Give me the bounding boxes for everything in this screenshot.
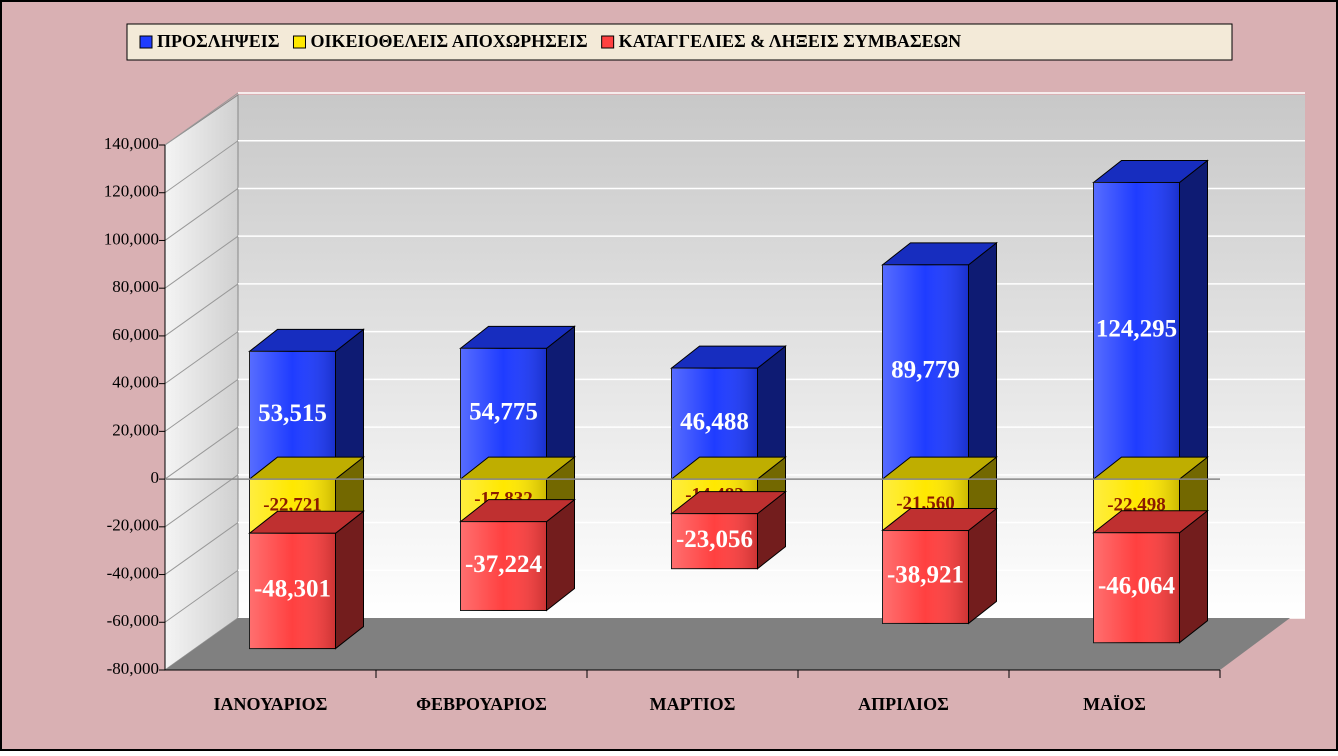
y-tick-label: 20,000 xyxy=(112,420,159,439)
y-tick-label: 60,000 xyxy=(112,325,159,344)
grid-line-side xyxy=(164,522,239,575)
x-tick-label: ΜΑΪΟΣ xyxy=(1083,694,1146,714)
value-label: -37,224 xyxy=(465,551,543,578)
grid-line-side xyxy=(164,426,239,480)
bar-shade xyxy=(460,521,547,611)
value-label: -22,721 xyxy=(263,495,322,516)
x-tick-label: ΦΕΒΡΟΥΑΡΙΟΣ xyxy=(416,694,547,714)
legend-label: ΠΡΟΣΛΗΨΕΙΣ xyxy=(157,31,279,51)
value-label: -38,921 xyxy=(887,562,964,589)
y-tick-label: -20,000 xyxy=(107,516,159,535)
value-label: 89,779 xyxy=(891,357,960,384)
x-tick-label: ΑΠΡΙΛΙΟΣ xyxy=(858,694,949,714)
bar-shade xyxy=(1093,182,1180,480)
y-tick-label: -40,000 xyxy=(107,563,159,582)
grid-line-side xyxy=(164,474,239,528)
value-label: 53,515 xyxy=(258,400,327,427)
bar-side xyxy=(335,510,364,650)
x-tick-label: ΙΑΝΟΥΑΡΙΟΣ xyxy=(214,694,328,714)
bar-side xyxy=(968,241,997,481)
value-label: -22,498 xyxy=(1107,494,1166,515)
value-label: 54,775 xyxy=(469,398,538,425)
bar-side xyxy=(1179,159,1208,481)
legend xyxy=(126,23,1233,61)
legend-label: ΚΑΤΑΓΓΕΛΙΕΣ & ΛΗΞΕΙΣ ΣΥΜΒΑΣΕΩΝ xyxy=(619,31,961,51)
grid-line-side xyxy=(164,188,239,241)
value-label: -23,056 xyxy=(676,526,753,553)
legend-swatch xyxy=(601,35,615,49)
y-tick-label: 140,000 xyxy=(104,134,159,153)
side-wall xyxy=(164,94,239,671)
y-tick-label: 40,000 xyxy=(112,373,159,392)
legend-swatch xyxy=(139,35,153,49)
y-tick-label: 0 xyxy=(151,468,160,487)
value-label: 124,295 xyxy=(1096,316,1177,343)
bar-shade xyxy=(882,530,969,624)
floor xyxy=(165,618,1290,670)
y-tick-label: 120,000 xyxy=(104,182,159,201)
bar-side xyxy=(1179,509,1208,644)
grid-line-side xyxy=(164,331,239,385)
y-tick-label: -60,000 xyxy=(107,611,159,630)
y-tick-label: -80,000 xyxy=(107,659,159,678)
value-label: -46,064 xyxy=(1098,572,1176,599)
y-tick-label: 80,000 xyxy=(112,277,159,296)
grid-line-side xyxy=(164,140,239,194)
bar-shade xyxy=(882,264,969,480)
grid-line-side xyxy=(164,569,239,623)
bar-shade xyxy=(1093,532,1180,643)
value-label: 46,488 xyxy=(680,408,749,435)
legend-swatch xyxy=(292,35,306,49)
grid-line-side xyxy=(164,283,239,337)
value-label: -48,301 xyxy=(254,576,331,603)
grid-line-side xyxy=(164,235,239,289)
bar-shade xyxy=(671,513,758,569)
legend-label: ΟΙΚΕΙΟΘΕΛΕΙΣ ΑΠΟΧΩΡΗΣΕΙΣ xyxy=(310,31,587,51)
x-tick-label: ΜΑΡΤΙΟΣ xyxy=(650,694,736,714)
grid-line-side xyxy=(164,92,239,146)
bar-shade xyxy=(249,533,336,649)
bar-side xyxy=(546,325,575,481)
grid-line-side xyxy=(164,378,239,432)
y-tick-label: 100,000 xyxy=(104,229,159,248)
